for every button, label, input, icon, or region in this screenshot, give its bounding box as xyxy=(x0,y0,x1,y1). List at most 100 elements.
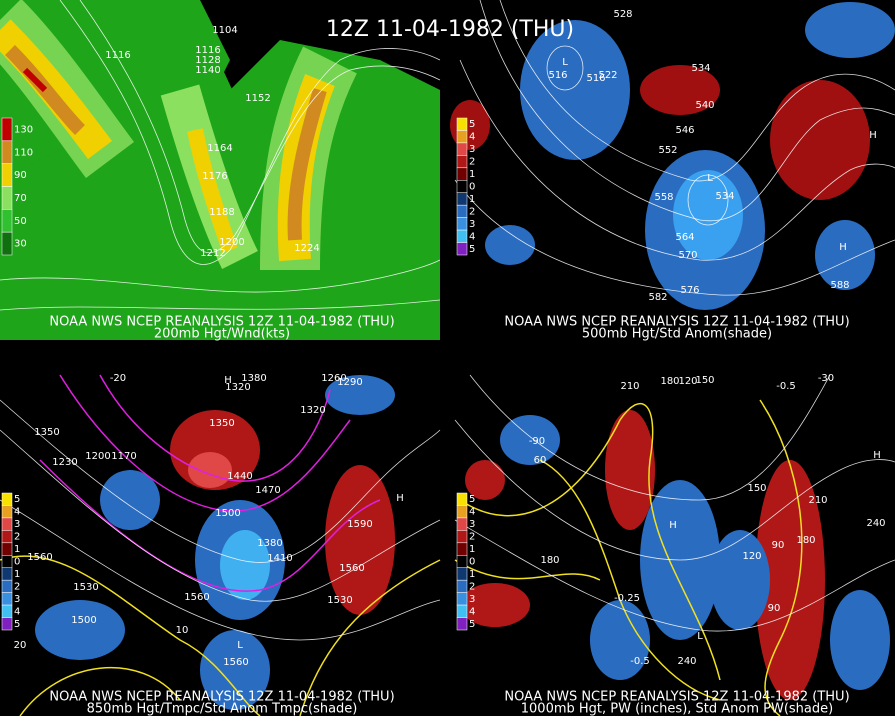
contour-label: 1470 xyxy=(255,485,280,496)
contour-label: 1260 xyxy=(321,373,346,384)
contour-label: 516 xyxy=(586,73,605,84)
contour-label: H xyxy=(839,242,847,253)
panel-caption: NOAA NWS NCEP REANALYSIS 12Z 11-04-1982 … xyxy=(49,315,394,330)
colorbar-label: 0 xyxy=(469,182,475,193)
contour-label: 534 xyxy=(715,191,734,202)
colorbar-label: 5 xyxy=(469,119,475,130)
contour-label: 180 xyxy=(540,555,559,566)
contour-label: 1440 xyxy=(227,471,252,482)
colorbar-label: 4 xyxy=(469,507,475,518)
contour-label: 588 xyxy=(830,280,849,291)
contour-label: 540 xyxy=(695,100,714,111)
colorbar-label: 130 xyxy=(14,124,33,135)
panel-caption: NOAA NWS NCEP REANALYSIS 12Z 11-04-1982 … xyxy=(504,315,849,330)
colorbar-label: 2 xyxy=(469,532,475,543)
panel-200mb xyxy=(0,0,441,375)
contour-label: 180 xyxy=(660,376,679,387)
colorbar-label: 4 xyxy=(469,132,475,143)
colorbar-swatch xyxy=(456,167,468,181)
contour-label: L xyxy=(237,640,243,651)
contour-label: -90 xyxy=(529,436,545,447)
colorbar-swatch xyxy=(456,604,468,618)
contour-label: 1104 xyxy=(212,25,237,36)
contour-label: 1320 xyxy=(300,405,325,416)
contour-label: -20 xyxy=(110,373,126,384)
colorbar-label: 2 xyxy=(14,581,20,592)
panel-subtitle: 500mb Hgt/Std Anom(shade) xyxy=(582,327,772,342)
contour-label: 1560 xyxy=(339,563,364,574)
colorbar-swatch xyxy=(456,617,468,631)
colorbar-swatch xyxy=(1,617,13,631)
colorbar-swatch xyxy=(1,567,13,581)
contour-label: 1290 xyxy=(337,377,362,388)
colorbar-label: 90 xyxy=(14,170,27,181)
contour-label: 1380 xyxy=(257,538,282,549)
contour-label: 1500 xyxy=(71,615,96,626)
colorbar-swatch xyxy=(1,517,13,531)
colorbar-label: 3 xyxy=(14,594,20,605)
contour-label: 180 xyxy=(796,535,815,546)
colorbar-swatch xyxy=(456,542,468,556)
colorbar-swatch xyxy=(1,163,13,187)
colorbar-swatch xyxy=(1,140,13,164)
contour-label: 210 xyxy=(808,495,827,506)
colorbar-label: 4 xyxy=(14,606,20,617)
colorbar-label: 0 xyxy=(469,557,475,568)
colorbar-label: 0 xyxy=(14,557,20,568)
contour-label: H xyxy=(669,520,677,531)
panel-caption: NOAA NWS NCEP REANALYSIS 12Z 11-04-1982 … xyxy=(504,690,849,705)
colorbar-swatch xyxy=(456,579,468,593)
colorbar-swatch xyxy=(456,155,468,169)
contour-label: 10 xyxy=(176,625,189,636)
colorbar-swatch xyxy=(1,542,13,556)
contour-label: H xyxy=(396,493,404,504)
colorbar-label: 3 xyxy=(14,519,20,530)
contour-label: 1380 xyxy=(241,373,266,384)
colorbar-label: 4 xyxy=(469,606,475,617)
colorbar-label: 5 xyxy=(14,494,20,505)
colorbar-swatch xyxy=(1,592,13,606)
contour-label: -0.25 xyxy=(614,593,640,604)
contour-label: L xyxy=(697,631,703,642)
contour-label: 1152 xyxy=(245,93,270,104)
colorbar-label: 30 xyxy=(14,239,27,250)
colorbar-label: 1 xyxy=(469,544,475,555)
contour-label: 1590 xyxy=(347,519,372,530)
contour-label: 1230 xyxy=(52,457,77,468)
colorbar-swatch xyxy=(456,142,468,156)
colorbar-swatch xyxy=(456,505,468,519)
contour-label: L xyxy=(707,173,713,184)
colorbar-swatch xyxy=(1,579,13,593)
colorbar-label: 1 xyxy=(14,544,20,555)
contour-label: 240 xyxy=(677,656,696,667)
colorbar-swatch xyxy=(456,180,468,193)
contour-label: 516 xyxy=(548,70,567,81)
contour-label: 1350 xyxy=(209,418,234,429)
colorbar-swatch xyxy=(456,555,468,568)
contour-label: 1530 xyxy=(327,595,352,606)
contour-label: 1128 xyxy=(195,55,220,66)
contour-label: 1350 xyxy=(34,427,59,438)
panel-500mb xyxy=(450,0,895,375)
colorbar-label: 5 xyxy=(469,494,475,505)
contour-label: H xyxy=(224,375,232,386)
colorbar-swatch xyxy=(1,555,13,568)
contour-label: 120 xyxy=(742,551,761,562)
colorbar-label: 2 xyxy=(469,157,475,168)
colorbar-label: 3 xyxy=(469,594,475,605)
colorbar-swatch xyxy=(1,209,13,233)
contour-label: 60 xyxy=(534,455,547,466)
colorbar-swatch xyxy=(456,204,468,218)
colorbar-label: 2 xyxy=(469,581,475,592)
contour-label: 1140 xyxy=(195,65,220,76)
panel-850mb xyxy=(0,374,441,716)
panel-1000mb xyxy=(454,374,895,716)
contour-label: 1200 xyxy=(85,451,110,462)
contour-label: 522 xyxy=(598,70,617,81)
colorbar-label: 1 xyxy=(469,169,475,180)
colorbar-swatch xyxy=(456,530,468,544)
colorbar-label: 70 xyxy=(14,193,27,204)
colorbar-swatch xyxy=(456,192,468,206)
contour-label: 1224 xyxy=(294,243,319,254)
